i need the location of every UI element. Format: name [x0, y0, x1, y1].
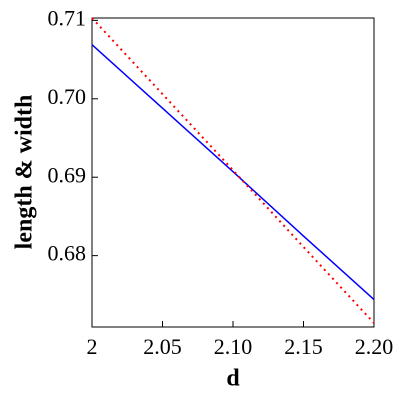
x-tick-label: 2.20 [355, 334, 394, 359]
y-tick-label: 0.71 [48, 5, 87, 30]
y-tick-label: 0.69 [48, 162, 87, 187]
y-tick-label: 0.68 [48, 241, 87, 266]
x-tick-label: 2 [87, 334, 98, 359]
x-tick-label: 2.15 [284, 334, 323, 359]
y-tick-label: 0.70 [48, 84, 87, 109]
x-tick-label: 2.10 [214, 334, 253, 359]
x-tick-label: 2.05 [143, 334, 182, 359]
x-axis-title: d [226, 366, 240, 392]
data-line [91, 17, 375, 324]
data-line [91, 44, 375, 301]
y-axis-title: length & width [12, 95, 38, 250]
